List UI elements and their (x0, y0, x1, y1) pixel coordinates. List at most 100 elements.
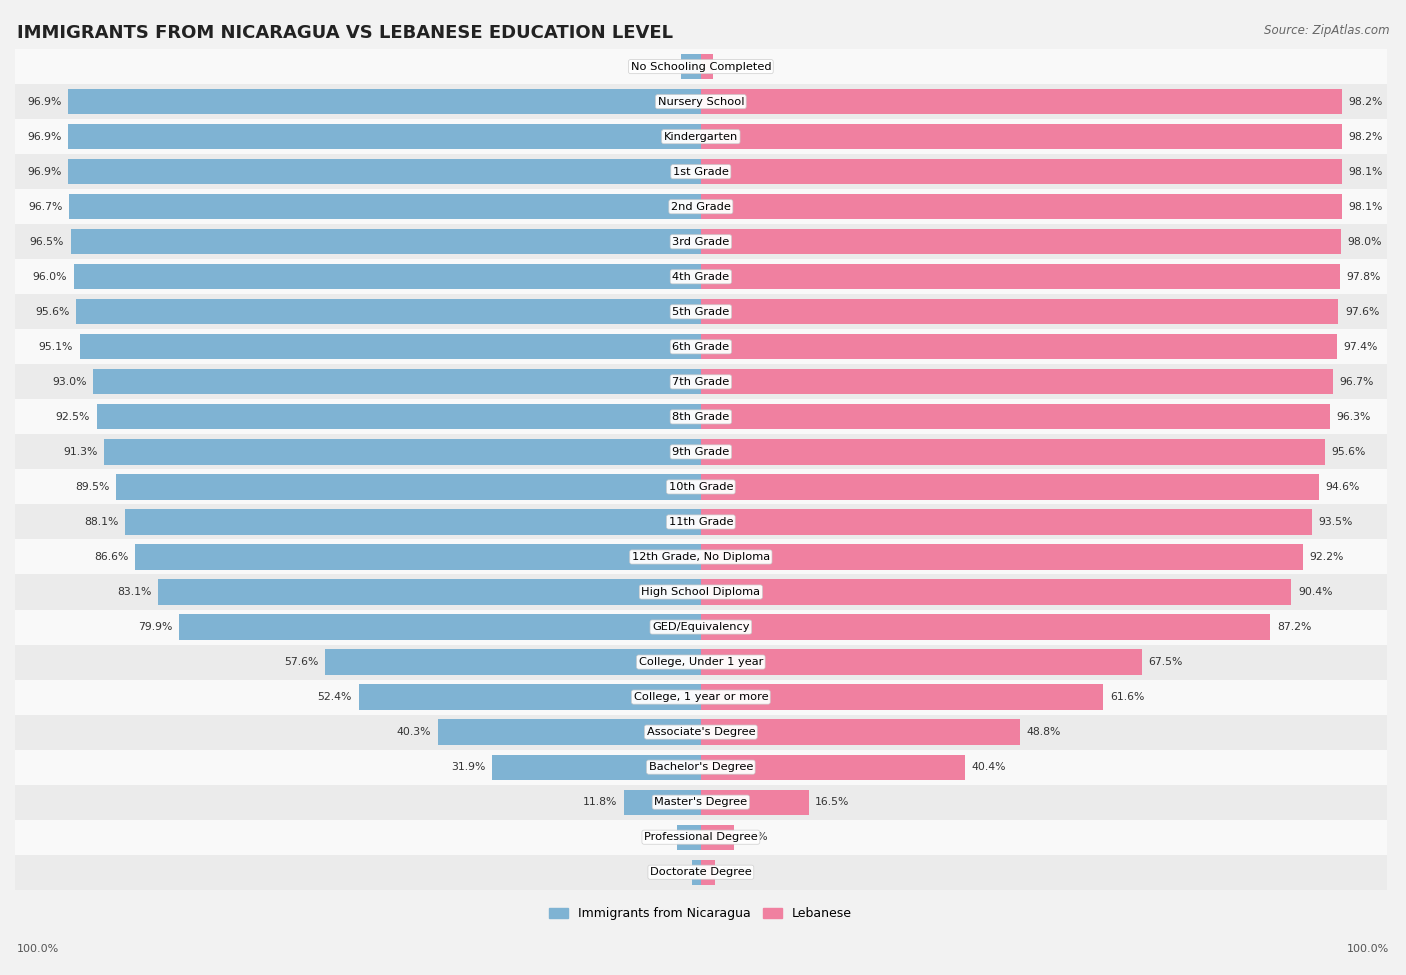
Text: 97.6%: 97.6% (1346, 307, 1379, 317)
Text: 1st Grade: 1st Grade (673, 167, 728, 176)
Bar (700, 194, 1341, 219)
Bar (104, 440, 700, 464)
Bar (67, 124, 700, 149)
Bar (15, 504, 1386, 539)
Bar (692, 860, 700, 884)
Text: 8th Grade: 8th Grade (672, 411, 730, 422)
Text: 98.2%: 98.2% (1348, 132, 1384, 141)
Bar (700, 579, 1291, 604)
Bar (15, 330, 1386, 365)
Text: 9th Grade: 9th Grade (672, 447, 730, 457)
Bar (700, 614, 1271, 640)
Text: 57.6%: 57.6% (284, 657, 318, 667)
Bar (700, 54, 713, 79)
Bar (700, 299, 1339, 325)
Bar (69, 194, 700, 219)
Text: 3.7%: 3.7% (643, 833, 671, 842)
Bar (15, 644, 1386, 680)
Text: 48.8%: 48.8% (1026, 727, 1060, 737)
Bar (700, 159, 1341, 184)
Text: 95.1%: 95.1% (39, 342, 73, 352)
Bar (76, 299, 700, 325)
Text: 31.9%: 31.9% (451, 762, 486, 772)
Bar (700, 89, 1343, 114)
Bar (135, 544, 700, 569)
Bar (700, 825, 734, 850)
Bar (700, 334, 1337, 360)
Text: Bachelor's Degree: Bachelor's Degree (648, 762, 754, 772)
Bar (681, 54, 700, 79)
Text: 6th Grade: 6th Grade (672, 342, 730, 352)
Bar (125, 509, 700, 534)
Text: 4th Grade: 4th Grade (672, 272, 730, 282)
Text: 96.5%: 96.5% (30, 237, 65, 247)
Bar (700, 860, 714, 884)
Bar (70, 229, 700, 254)
Text: 86.6%: 86.6% (94, 552, 129, 562)
Bar (15, 49, 1386, 84)
Bar (157, 579, 700, 604)
Text: 1.9%: 1.9% (720, 61, 748, 71)
Bar (15, 785, 1386, 820)
Text: 91.3%: 91.3% (63, 447, 98, 457)
Bar (15, 855, 1386, 890)
Text: 12th Grade, No Diploma: 12th Grade, No Diploma (631, 552, 770, 562)
Text: 96.7%: 96.7% (28, 202, 63, 212)
Bar (15, 715, 1386, 750)
Bar (700, 649, 1142, 675)
Text: Associate's Degree: Associate's Degree (647, 727, 755, 737)
Bar (15, 189, 1386, 224)
Bar (67, 159, 700, 184)
Bar (15, 820, 1386, 855)
Bar (15, 294, 1386, 330)
Text: 89.5%: 89.5% (76, 482, 110, 492)
Bar (117, 474, 700, 499)
Text: 10th Grade: 10th Grade (669, 482, 733, 492)
Text: GED/Equivalency: GED/Equivalency (652, 622, 749, 632)
Bar (676, 825, 700, 850)
Text: 11th Grade: 11th Grade (669, 517, 733, 526)
Text: 95.6%: 95.6% (1331, 447, 1367, 457)
Bar (492, 755, 700, 780)
Text: 1.4%: 1.4% (658, 867, 685, 878)
Bar (700, 684, 1104, 710)
Bar (700, 790, 808, 815)
Bar (97, 405, 700, 430)
Text: 92.2%: 92.2% (1309, 552, 1344, 562)
Bar (15, 84, 1386, 119)
Bar (700, 509, 1312, 534)
Text: 96.0%: 96.0% (32, 272, 67, 282)
Text: 100.0%: 100.0% (17, 944, 59, 954)
Bar (179, 614, 700, 640)
Text: No Schooling Completed: No Schooling Completed (630, 61, 770, 71)
Text: 96.7%: 96.7% (1339, 377, 1374, 387)
Text: College, 1 year or more: College, 1 year or more (634, 692, 768, 702)
Bar (700, 720, 1019, 745)
Text: IMMIGRANTS FROM NICARAGUA VS LEBANESE EDUCATION LEVEL: IMMIGRANTS FROM NICARAGUA VS LEBANESE ED… (17, 24, 673, 42)
Bar (15, 259, 1386, 294)
Bar (700, 544, 1303, 569)
Text: Doctorate Degree: Doctorate Degree (650, 867, 752, 878)
Bar (700, 474, 1319, 499)
Text: 88.1%: 88.1% (84, 517, 120, 526)
Bar (700, 440, 1326, 464)
Text: 61.6%: 61.6% (1109, 692, 1144, 702)
Text: 100.0%: 100.0% (1347, 944, 1389, 954)
Bar (359, 684, 700, 710)
Text: High School Diploma: High School Diploma (641, 587, 761, 597)
Bar (73, 264, 700, 290)
Bar (15, 400, 1386, 435)
Text: 98.1%: 98.1% (1348, 167, 1382, 176)
Bar (15, 365, 1386, 400)
Text: 2.1%: 2.1% (721, 867, 748, 878)
Text: 95.6%: 95.6% (35, 307, 70, 317)
Bar (15, 469, 1386, 504)
Text: Master's Degree: Master's Degree (654, 798, 748, 807)
Bar (700, 229, 1341, 254)
Bar (15, 224, 1386, 259)
Text: 96.3%: 96.3% (1337, 411, 1371, 422)
Bar (15, 539, 1386, 574)
Bar (700, 124, 1343, 149)
Text: 98.0%: 98.0% (1347, 237, 1382, 247)
Text: 93.0%: 93.0% (52, 377, 87, 387)
